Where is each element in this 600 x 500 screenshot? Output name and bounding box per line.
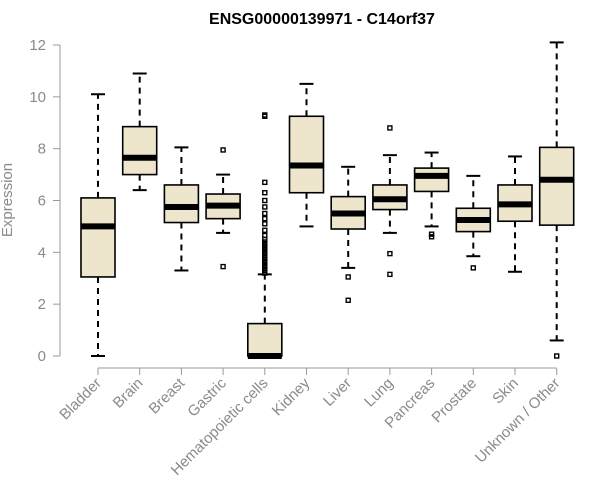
- outlier-point: [345, 297, 351, 303]
- outlier-point: [262, 210, 268, 217]
- outlier-point: [262, 204, 268, 210]
- iqr-box: [413, 167, 450, 193]
- x-tick-label: Brain: [110, 375, 147, 412]
- x-tick-label: Kidney: [269, 374, 314, 419]
- x-tick-label: Liver: [320, 375, 355, 410]
- y-tick-label: 6: [38, 193, 46, 210]
- y-tick-label: 2: [38, 296, 46, 313]
- box-group: [372, 125, 408, 278]
- box-group: [288, 82, 325, 228]
- x-tick-label: Breast: [146, 374, 189, 417]
- outlier-point: [262, 227, 268, 234]
- outlier-point: [262, 221, 268, 227]
- outlier-point: [387, 250, 393, 257]
- box-group: [538, 41, 575, 359]
- x-tick-label: Lung: [361, 375, 397, 411]
- x-tick-label: Bladder: [56, 375, 105, 424]
- outlier-point: [387, 125, 393, 131]
- outlier-point: [262, 179, 268, 186]
- outlier-point: [554, 353, 560, 359]
- iqr-box: [80, 197, 116, 278]
- outlier-point: [387, 271, 393, 278]
- box-group: [455, 174, 492, 271]
- outlier-point: [262, 232, 268, 239]
- outlier-point: [470, 265, 476, 271]
- x-tick-label: Prostate: [429, 375, 481, 427]
- chart-title: ENSG00000139971 - C14orf37: [209, 11, 435, 28]
- box-group: [163, 146, 200, 272]
- outlier-point: [262, 112, 268, 118]
- iqr-box: [121, 125, 158, 176]
- y-tick-label: 10: [29, 89, 46, 106]
- outlier-point: [262, 190, 268, 196]
- outlier-point: [345, 274, 351, 280]
- outlier-point: [428, 234, 435, 240]
- x-tick-label: Skin: [489, 375, 522, 408]
- box-group: [80, 93, 116, 357]
- outlier-point: [262, 215, 268, 222]
- iqr-box: [538, 146, 575, 226]
- iqr-box: [163, 184, 200, 224]
- box-group: [121, 72, 158, 192]
- box-group: [247, 112, 283, 359]
- box-group: [330, 165, 367, 303]
- box-group: [413, 151, 450, 240]
- y-tick-label: 4: [38, 244, 46, 261]
- box-group: [205, 147, 241, 270]
- box-group: [497, 155, 533, 273]
- y-axis-label: Expression: [0, 163, 16, 237]
- iqr-box: [247, 322, 283, 357]
- outlier-point: [220, 147, 226, 153]
- axes: 0 2 4 6 8 10 12: [29, 37, 558, 375]
- outlier-point: [262, 197, 268, 204]
- iqr-box: [288, 115, 325, 194]
- y-tick-label: 0: [38, 348, 46, 365]
- boxes: [80, 41, 575, 359]
- y-tick-label: 12: [29, 37, 46, 54]
- outlier-point: [220, 263, 226, 270]
- y-tick-label: 8: [38, 141, 46, 158]
